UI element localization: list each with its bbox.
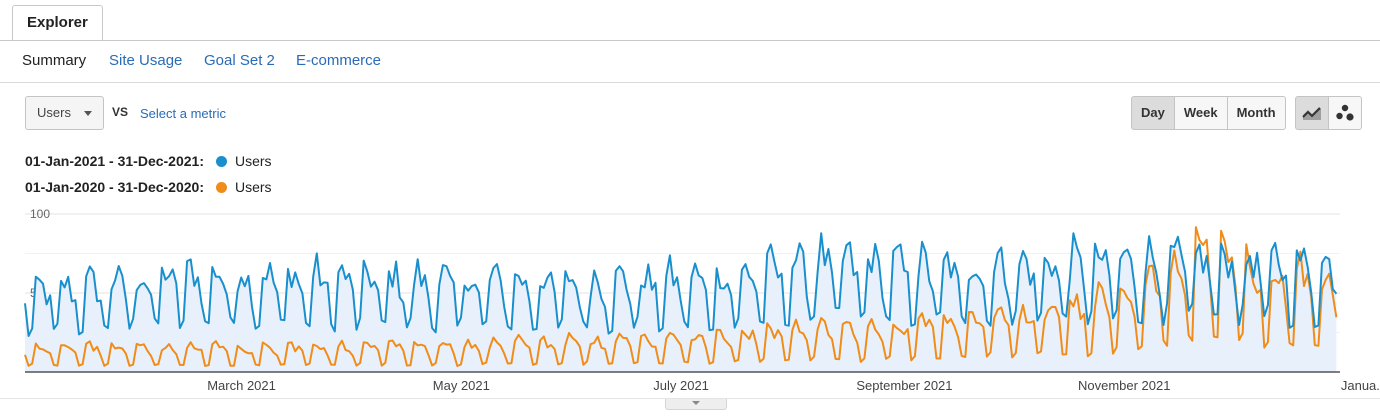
y-tick-label: 100 xyxy=(30,207,50,221)
subnav-summary[interactable]: Summary xyxy=(22,52,87,69)
series-line-2021 xyxy=(24,232,1338,337)
select-metric-link[interactable]: Select a metric xyxy=(140,106,226,121)
motion-chart-button[interactable] xyxy=(1328,96,1362,130)
report-subnav: Summary Site Usage Goal Set 2 E-commerce xyxy=(0,40,1380,83)
legend-row-2020: 01-Jan-2020 - 31-Dec-2020: Users xyxy=(25,179,272,195)
chart-type-toggle xyxy=(1295,96,1362,130)
legend-series-name: Users xyxy=(235,179,272,195)
line-chart-icon xyxy=(1302,107,1321,120)
period-month-button[interactable]: Month xyxy=(1226,96,1286,130)
series-line-2020 xyxy=(24,226,1338,367)
legend-range: 01-Jan-2020 - 31-Dec-2020: xyxy=(25,179,204,195)
chart-bottom-rule xyxy=(0,398,1380,399)
metric-select-value: Users xyxy=(37,105,71,120)
period-day-button[interactable]: Day xyxy=(1131,96,1175,130)
x-tick-label: November 2021 xyxy=(1078,378,1171,393)
legend-series-name: Users xyxy=(235,153,272,169)
subnav-goal-set-2[interactable]: Goal Set 2 xyxy=(204,52,275,69)
legend-row-2021: 01-Jan-2021 - 31-Dec-2021: Users xyxy=(25,153,272,169)
x-tick-label: March 2021 xyxy=(207,378,276,393)
period-week-button[interactable]: Week xyxy=(1173,96,1228,130)
x-tick-label: July 2021 xyxy=(653,378,709,393)
vs-label: VS xyxy=(112,105,129,119)
subnav-site-usage[interactable]: Site Usage xyxy=(109,52,183,69)
tab-bar: Explorer xyxy=(0,0,1380,41)
legend-dot xyxy=(216,182,227,193)
bubble-chart-icon xyxy=(1336,104,1354,121)
period-toggle: Day Week Month xyxy=(1131,96,1286,130)
legend-range: 01-Jan-2021 - 31-Dec-2021: xyxy=(25,153,204,169)
x-tick-label: September 2021 xyxy=(856,378,952,393)
chart-expand-handle[interactable] xyxy=(665,399,727,410)
tab-explorer[interactable]: Explorer xyxy=(12,5,103,40)
metric-select[interactable]: Users xyxy=(25,96,104,130)
line-chart-button[interactable] xyxy=(1295,96,1329,130)
x-tick-label: Janua... xyxy=(1341,378,1380,393)
legend-dot xyxy=(216,156,227,167)
x-tick-label: May 2021 xyxy=(433,378,490,393)
chevron-down-icon xyxy=(84,111,92,116)
subnav-e-commerce[interactable]: E-commerce xyxy=(296,52,382,69)
